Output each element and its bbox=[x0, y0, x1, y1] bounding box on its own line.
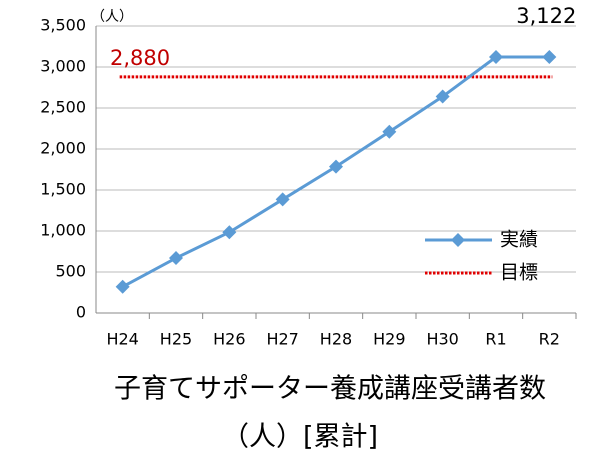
target-label: 2,880 bbox=[110, 46, 170, 70]
value-label: 3,122 bbox=[516, 4, 576, 28]
x-tick-label: H28 bbox=[320, 330, 352, 349]
marker bbox=[222, 225, 237, 240]
x-tick-label: H24 bbox=[106, 330, 138, 349]
marker bbox=[115, 279, 130, 294]
legend-marker bbox=[451, 233, 465, 247]
chart-title: 子育てサポーター養成講座受講者数 bbox=[114, 374, 546, 405]
y-tick-label: 3,000 bbox=[40, 57, 86, 76]
y-tick-label: 1,500 bbox=[40, 180, 86, 199]
marker bbox=[329, 159, 343, 174]
marker bbox=[435, 89, 450, 104]
marker bbox=[489, 49, 503, 64]
y-tick-label: 3,500 bbox=[40, 16, 86, 35]
legend-label: 目標 bbox=[500, 262, 538, 284]
marker bbox=[275, 192, 290, 207]
x-tick-label: H27 bbox=[266, 330, 298, 349]
x-tick-label: R1 bbox=[485, 330, 506, 349]
x-tick-label: H29 bbox=[373, 330, 405, 349]
y-tick-label: 0 bbox=[76, 303, 86, 322]
y-tick-label: 2,500 bbox=[40, 98, 86, 117]
x-tick-label: R2 bbox=[539, 330, 560, 349]
y-tick-label: 1,000 bbox=[40, 221, 86, 240]
marker bbox=[382, 124, 397, 139]
x-tick-label: H30 bbox=[426, 330, 458, 349]
legend-label: 実績 bbox=[500, 229, 538, 251]
x-tick-label: H25 bbox=[160, 330, 192, 349]
marker bbox=[169, 251, 183, 266]
y-tick-label: 500 bbox=[55, 262, 86, 281]
y-unit: （人） bbox=[91, 9, 133, 25]
chart-subtitle: （人）[累計] bbox=[222, 422, 378, 453]
marker bbox=[542, 49, 557, 64]
y-tick-label: 2,000 bbox=[40, 139, 86, 158]
x-tick-label: H26 bbox=[213, 330, 245, 349]
